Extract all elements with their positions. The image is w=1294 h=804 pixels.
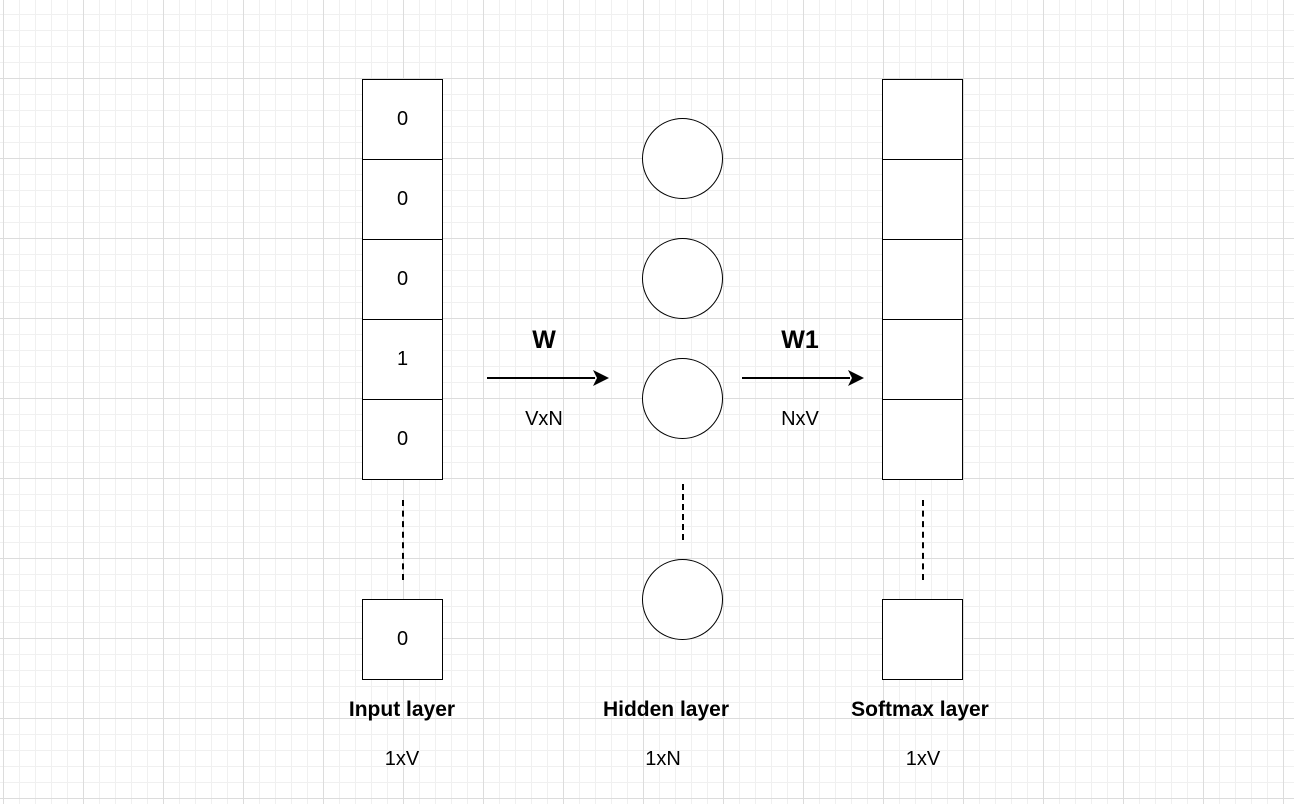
input-cell-3: 0 — [362, 239, 443, 320]
hidden-ellipsis-dots — [682, 484, 684, 540]
edge-w1-name: W1 — [781, 326, 819, 354]
input-ellipsis-dots — [402, 500, 404, 580]
edge-w1-arrow — [742, 370, 864, 386]
hidden-node-2 — [642, 238, 723, 319]
softmax-layer-title: Softmax layer — [851, 698, 989, 721]
input-layer-title: Input layer — [348, 698, 456, 721]
softmax-cell-last — [882, 599, 963, 680]
input-cell-1: 0 — [362, 79, 443, 160]
softmax-layer-dim: 1xV — [905, 748, 941, 770]
softmax-ellipsis-dots — [922, 500, 924, 580]
softmax-cell-5 — [882, 399, 963, 480]
edge-w-dim: VxN — [525, 408, 563, 430]
hidden-node-last — [642, 559, 723, 640]
hidden-node-1 — [642, 118, 723, 199]
edge-w1-dim: NxV — [781, 408, 819, 430]
input-cell-4: 1 — [362, 319, 443, 400]
softmax-cell-1 — [882, 79, 963, 160]
hidden-layer-dim: 1xN — [645, 748, 681, 770]
edge-w-arrow — [487, 370, 609, 386]
input-layer-dim: 1xV — [384, 748, 420, 770]
hidden-layer-title: Hidden layer — [602, 698, 730, 721]
softmax-cell-3 — [882, 239, 963, 320]
hidden-node-3 — [642, 358, 723, 439]
softmax-cell-2 — [882, 159, 963, 240]
input-cell-5: 0 — [362, 399, 443, 480]
input-cell-2: 0 — [362, 159, 443, 240]
softmax-cell-4 — [882, 319, 963, 400]
edge-w-name: W — [532, 326, 556, 354]
input-cell-last: 0 — [362, 599, 443, 680]
